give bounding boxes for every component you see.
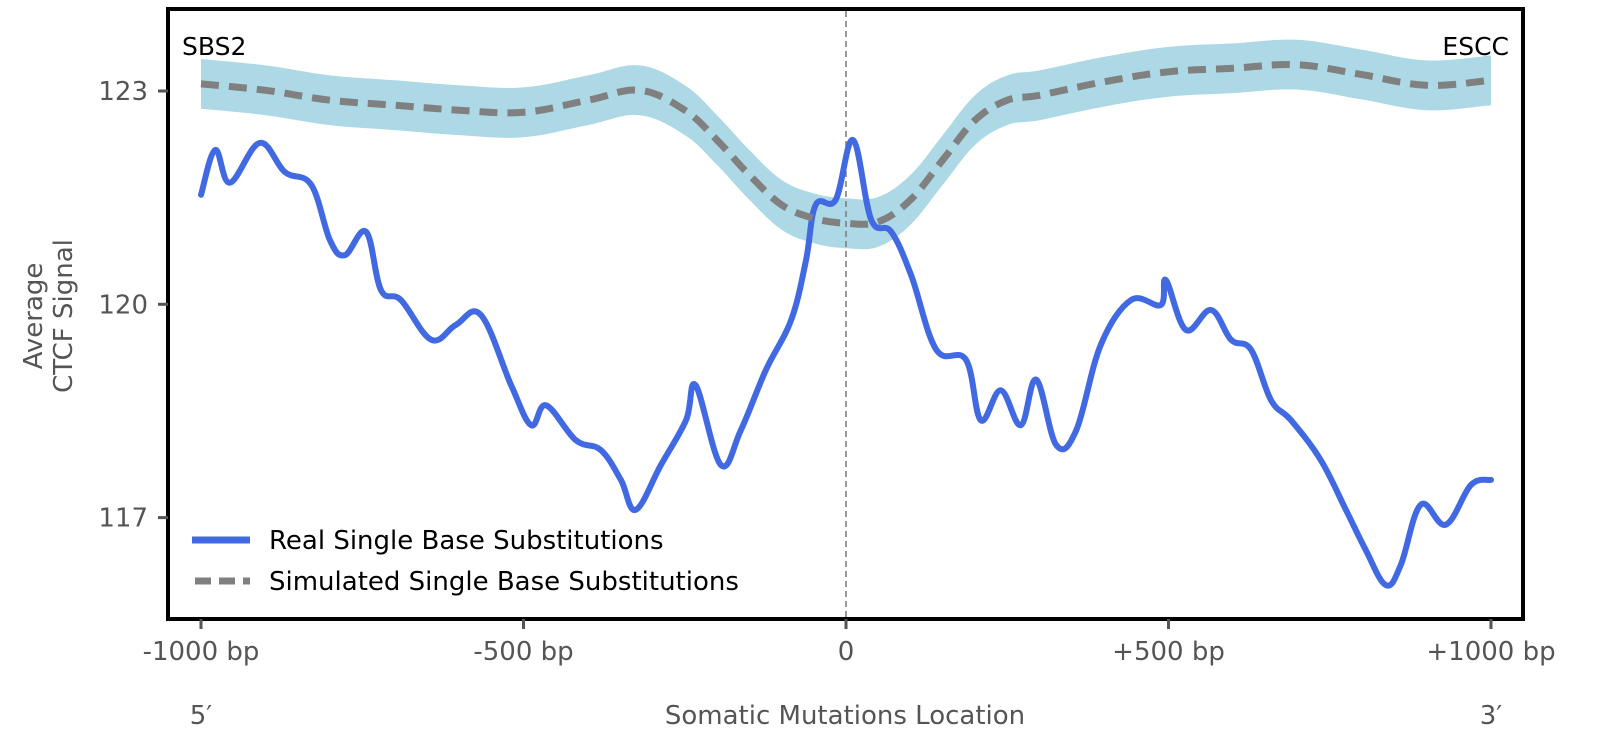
simulated-confidence-band <box>201 39 1491 250</box>
x-tick-label: 0 <box>838 637 855 667</box>
y-tick-label: 120 <box>98 290 148 320</box>
x-tick-label: +1000 bp <box>1426 637 1555 667</box>
simulated-confidence-band-layer <box>201 39 1491 250</box>
legend-label-real: Real Single Base Substitutions <box>269 526 664 556</box>
signature-label: SBS2 <box>182 32 246 61</box>
cancer-type-label: ESCC <box>1442 32 1509 61</box>
x-tick-label: +500 bp <box>1112 637 1225 667</box>
three-prime-label: 3′ <box>1480 701 1503 731</box>
five-prime-label: 5′ <box>190 701 213 731</box>
y-tick-label: 123 <box>98 77 148 107</box>
y-axis-title-line-1: Average <box>19 263 49 370</box>
legend-label-simulated: Simulated Single Base Substitutions <box>269 567 739 597</box>
y-axis: 117 120 123 <box>98 77 168 534</box>
series-layer <box>198 60 1494 589</box>
x-axis-title: Somatic Mutations Location <box>665 701 1025 731</box>
x-tick-label: -1000 bp <box>143 637 260 667</box>
series-line-real <box>198 137 1494 589</box>
series-line-simulated <box>200 60 1492 228</box>
x-tick-label: -500 bp <box>473 637 573 667</box>
x-axis: -1000 bp -500 bp 0 +500 bp +1000 bp <box>143 619 1556 667</box>
y-axis-title-line-2: CTCF Signal <box>49 239 79 393</box>
legend: Real Single Base Substitutions Simulated… <box>192 526 739 597</box>
y-tick-label: 117 <box>98 504 148 534</box>
y-axis-title: Average CTCF Signal <box>19 239 79 393</box>
